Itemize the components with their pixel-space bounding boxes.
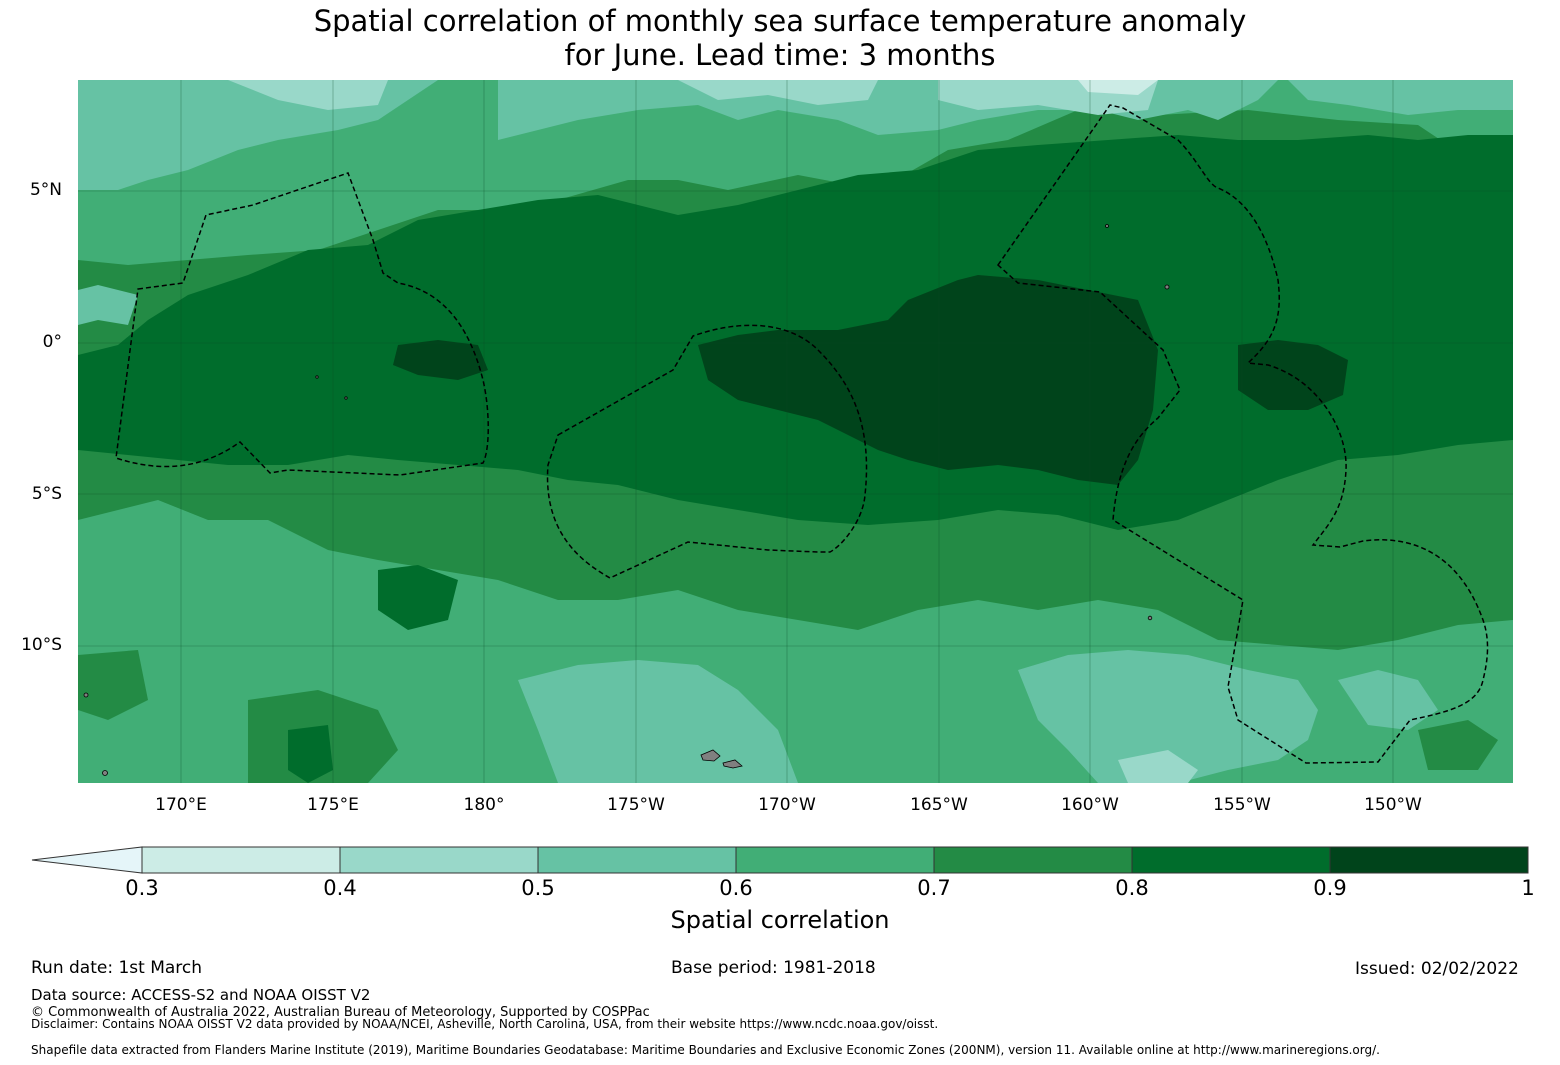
colorbar-label: Spatial correlation: [670, 906, 890, 934]
region-south-05b: [1018, 650, 1318, 783]
island-small-f: [344, 396, 348, 400]
region-south-08: [288, 725, 333, 783]
region-north-04a: [678, 80, 878, 105]
island-small-d: [83, 692, 89, 698]
colorbar-bin-0.5-0.6: [537, 846, 737, 874]
region-south-04: [1118, 750, 1198, 783]
lon-label-170w: 170°W: [758, 795, 816, 815]
eez-boundaries: [115, 104, 1489, 764]
data-source: Data source: ACCESS-S2 and NOAA OISST V2: [31, 986, 371, 1004]
colorbar-bin-0.7-0.8: [933, 846, 1133, 874]
colorbar-bin-0.6-0.7: [735, 846, 935, 874]
islands: [83, 224, 1170, 776]
lon-label-175e: 175°E: [307, 795, 359, 815]
colorbar-tick-0.8: 0.8: [1115, 876, 1149, 900]
lon-label-155w: 155°W: [1213, 795, 1271, 815]
island-small-e: [1147, 615, 1153, 621]
colorbar-tick-0.5: 0.5: [521, 876, 555, 900]
map-gridlines: [78, 80, 1513, 783]
colorbar-bin-0.3-0.4: [141, 846, 341, 874]
disclaimer: Disclaimer: Contains NOAA OISST V2 data …: [31, 1017, 939, 1031]
eez-boundary-tokelau: [546, 324, 868, 579]
lon-label-165w: 165°W: [910, 795, 968, 815]
lon-label-150w: 150°W: [1364, 795, 1422, 815]
region-south-07c: [1418, 720, 1498, 770]
eez-boundary-kiribati-line: [997, 104, 1489, 764]
island-small-a: [102, 770, 108, 776]
chart-title-line1: Spatial correlation of monthly sea surfa…: [313, 4, 1247, 38]
lat-label-10s: 10°S: [21, 635, 62, 655]
lon-label-175w: 175°W: [607, 795, 665, 815]
region-left-05: [78, 285, 138, 325]
issued-date: Issued: 02/02/2022: [1355, 959, 1519, 979]
colorbar-tick-0.9: 0.9: [1313, 876, 1347, 900]
base-period: Base period: 1981-2018: [671, 958, 876, 978]
region-north-04c: [228, 80, 388, 110]
region-south-07b: [78, 650, 148, 720]
island-small-b: [1164, 284, 1170, 290]
run-date: Run date: 1st March: [31, 958, 203, 978]
region-core-09c: [1238, 340, 1348, 410]
colorbar-tick-0.3: 0.3: [125, 876, 159, 900]
lon-label-160w: 160°W: [1061, 795, 1119, 815]
colorbar: [31, 846, 1529, 874]
chart-title-line2: for June. Lead time: 3 months: [564, 38, 996, 72]
lat-label-5s: 5°S: [31, 484, 62, 504]
colorbar-tick-1: 1: [1521, 876, 1535, 900]
region-south-05c: [1338, 670, 1438, 730]
region-north-03: [1078, 80, 1158, 95]
correlation-map: [78, 80, 1513, 783]
region-north-05c: [1288, 80, 1513, 115]
shapefile-credit: Shapefile data extracted from Flanders M…: [31, 1043, 1380, 1057]
region-south-08b: [378, 565, 458, 630]
region-core-09b: [393, 340, 488, 380]
island-upolu: [700, 749, 721, 762]
colorbar-tick-0.7: 0.7: [917, 876, 951, 900]
island-savaii: [722, 759, 743, 769]
eez-boundary-kiribati-gilbert: [115, 172, 489, 476]
map-svg: [78, 80, 1513, 783]
colorbar-tick-0.4: 0.4: [323, 876, 357, 900]
lon-label-180: 180°: [463, 795, 505, 815]
lon-label-170e: 170°E: [155, 795, 207, 815]
lat-label-5n: 5°N: [29, 180, 62, 200]
copyright: © Commonwealth of Australia 2022, Austra…: [31, 1005, 650, 1020]
colorbar-extend-low: [31, 846, 143, 874]
colorbar-tick-0.6: 0.6: [719, 876, 753, 900]
region-south-05a: [518, 660, 798, 783]
colorbar-bin-0.4-0.5: [339, 846, 539, 874]
region-core-09a: [698, 275, 1158, 485]
island-small-g: [315, 375, 319, 379]
region-north-06: [78, 80, 1513, 265]
colorbar-bin-0.8-0.9: [1131, 846, 1331, 874]
island-small-c: [1105, 224, 1109, 228]
colorbar-bin-0.9-1: [1329, 846, 1529, 874]
lat-label-0: 0°: [42, 332, 62, 352]
